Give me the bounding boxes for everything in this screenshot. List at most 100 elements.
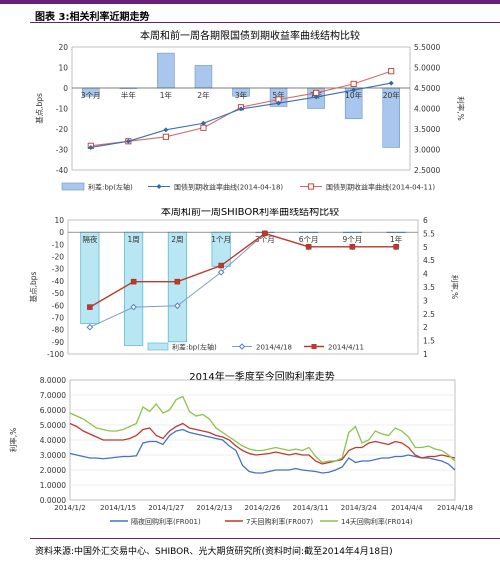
- left-axis-label: 基点,bps: [28, 272, 38, 303]
- series-point-0418: [217, 268, 225, 276]
- category-label: 6个月: [299, 235, 319, 244]
- left-tick-label: -70: [52, 313, 64, 322]
- series-point-0411: [305, 244, 312, 250]
- legend-bar-label: 利差:bp(左轴): [88, 183, 133, 192]
- series-point-0418: [86, 323, 94, 331]
- series-point-0411: [162, 133, 169, 140]
- series-point-0411: [349, 244, 356, 250]
- category-label: 3年: [235, 90, 248, 100]
- category-label: 1周: [127, 235, 139, 244]
- y-axis-label: 利率,%: [8, 428, 18, 453]
- left-tick-label: -20: [56, 125, 68, 134]
- right-tick-label: 5: [423, 243, 428, 252]
- series-point-0418: [238, 106, 244, 112]
- series-point-0418: [163, 127, 169, 133]
- left-tick-label: -10: [56, 105, 68, 114]
- x-tick-label: 2014/2/13: [196, 504, 232, 512]
- category-label: 10年: [345, 90, 363, 100]
- left-tick-label: -80: [52, 326, 64, 335]
- right-tick-label: 4.5000: [414, 84, 440, 93]
- y-tick-label: 7.0000: [40, 391, 66, 400]
- y-tick-label: 3.0000: [40, 451, 66, 460]
- right-tick-label: 3.5: [423, 283, 435, 292]
- series-line-2: [69, 422, 456, 465]
- series-point-0418: [88, 144, 94, 150]
- right-tick-label: 4: [423, 270, 428, 279]
- series-point-0411: [218, 262, 224, 269]
- right-tick-label: 5.5: [423, 229, 435, 238]
- y-tick-label: 1.0000: [40, 481, 66, 490]
- legend-bar-swatch: [147, 342, 169, 351]
- chart-title: 2014年一季度至今回购利率走势: [189, 370, 334, 383]
- category-label: 隔夜: [82, 234, 97, 244]
- x-tick-label: 2014/3/11: [293, 504, 329, 512]
- x-tick-label: 2014/3/24: [341, 504, 377, 512]
- left-tick-label: 20: [58, 43, 68, 52]
- x-tick-label: 2014/1/15: [100, 504, 136, 512]
- series-point-0411: [130, 278, 137, 285]
- report-header: 图表 3:相关利率近期走势: [0, 0, 500, 25]
- header-divider: [30, 22, 500, 23]
- category-label: 3个月: [255, 235, 275, 244]
- right-tick-label: 2: [423, 323, 428, 332]
- legend-bar-label: 利差:bp(左轴): [172, 343, 217, 352]
- right-tick-label: 6: [423, 216, 428, 225]
- repo-rate-trend-chart: 2014年一季度至今回购利率走势 8.0000 7.0000 6.0000 5.0000…: [8, 370, 473, 526]
- header-bar: [0, 0, 500, 4]
- spread-bar: [167, 231, 187, 343]
- spread-bar: [124, 231, 144, 346]
- plot-frame: [67, 219, 419, 355]
- right-axis-label: 利率,%: [450, 275, 460, 300]
- left-tick-label: -100: [47, 350, 64, 359]
- y-tick-label: 8.0000: [40, 376, 66, 385]
- left-tick-label: -60: [52, 301, 64, 310]
- category-label: 1年: [160, 90, 173, 100]
- x-tick-label: 2014/1/2: [54, 504, 85, 512]
- left-tick-label: -20: [52, 253, 64, 262]
- treasury-yield-curve-chart: 本周和前一周各期限国债到期收益率曲线结构比较 20 10 0 -10 -20 -30 -40 5…: [34, 29, 466, 192]
- left-tick-label: 10: [54, 216, 64, 225]
- x-tick-label: 2014/4/4: [391, 504, 423, 512]
- series-point-0411: [388, 68, 395, 75]
- legend-label-0418: 2014/4/18: [256, 344, 292, 352]
- legend-marker-0411: [307, 183, 315, 190]
- right-tick-label: 5.0000: [414, 64, 440, 73]
- legend-label-1: 隔夜回购利率(FR001): [131, 517, 201, 526]
- x-tick-label: 2014/1/27: [148, 504, 184, 512]
- legend-label-0411: 2014/4/11: [328, 344, 364, 352]
- series-point-0411: [262, 230, 268, 237]
- series-point-0418: [200, 120, 206, 126]
- right-tick-label: 5.5000: [414, 43, 440, 52]
- left-tick-label: 0: [63, 84, 68, 93]
- chart-title: 本周和前一周SHIBOR利率曲线结构比较: [161, 208, 339, 218]
- left-tick-label: -40: [52, 277, 64, 286]
- category-label: 1个月: [211, 235, 231, 244]
- left-tick-label: -50: [52, 289, 64, 298]
- right-axis-label: 利率,%: [456, 96, 466, 121]
- x-tick-label: 2014/2/26: [245, 504, 281, 512]
- right-tick-label: 3.0000: [414, 146, 440, 155]
- category-label: 5年: [272, 90, 285, 100]
- category-label: 3个月: [81, 91, 101, 100]
- series-point-0418: [125, 138, 131, 144]
- left-tick-label: -90: [52, 338, 64, 347]
- spread-bar: [157, 52, 175, 89]
- y-tick-label: 5.0000: [40, 421, 66, 430]
- left-axis-label: 基点,bps: [34, 93, 44, 124]
- legend-label-0418: 国债到期收益率曲线(2014-04-18): [174, 183, 283, 192]
- series-line-1: [69, 428, 456, 474]
- left-tick-label: 10: [58, 64, 68, 73]
- series-line-3: [69, 395, 456, 464]
- series-point-0418: [313, 94, 319, 100]
- series-point-0418: [174, 302, 181, 310]
- chart-title: 本周和前一周各期限国债到期收益率曲线结构比较: [140, 29, 360, 42]
- y-tick-label: 2.0000: [40, 466, 66, 475]
- category-label: 9个月: [342, 235, 362, 244]
- spread-bar: [194, 65, 213, 89]
- right-tick-label: 4.5: [423, 256, 435, 265]
- series-point-0411: [350, 80, 357, 87]
- legend-label-0411: 国债到期收益率曲线(2014-04-11): [326, 183, 435, 192]
- left-tick-label: -30: [52, 265, 64, 274]
- plot-frame: [71, 46, 411, 171]
- right-tick-label: 2.5000: [414, 166, 440, 175]
